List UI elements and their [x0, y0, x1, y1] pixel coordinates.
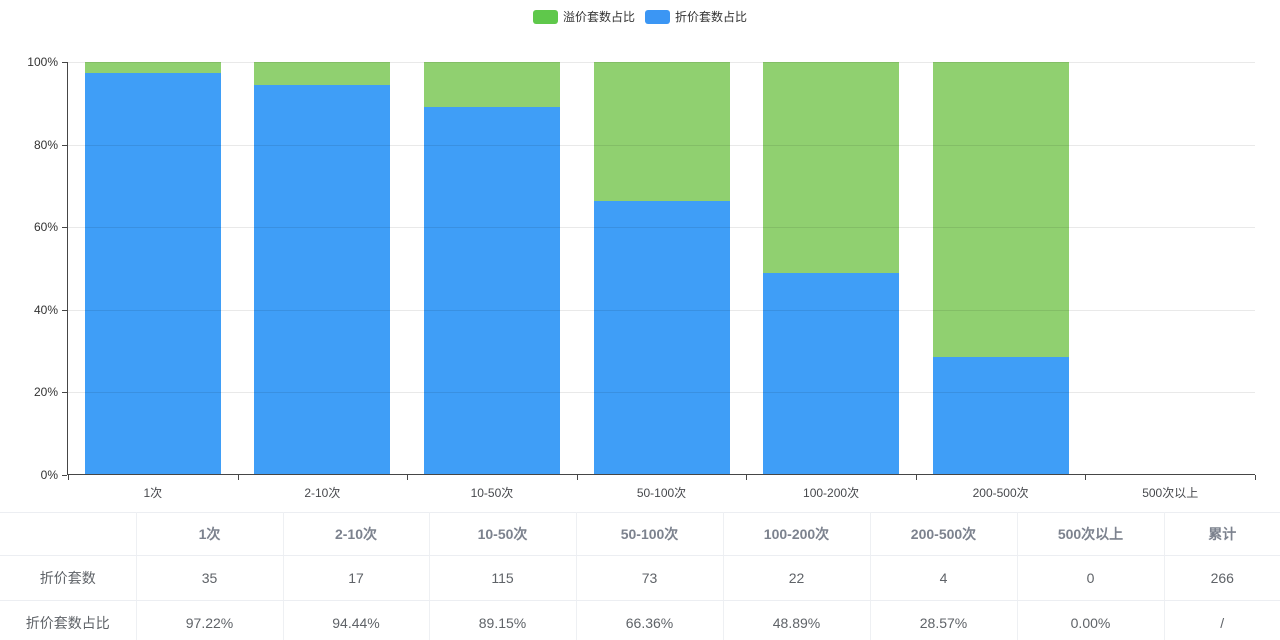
y-axis-tick	[62, 62, 67, 63]
gridline-40	[68, 309, 1255, 311]
y-axis-label: 60%	[33, 220, 58, 235]
table-row: 折价套数 35 17 115 73 22 4 0 266	[0, 555, 1280, 601]
bar-segment-premium-100-200次[interactable]	[763, 62, 900, 274]
y-axis-label: 20%	[33, 385, 58, 400]
table-row: 折价套数占比 97.22% 94.44% 89.15% 66.36% 48.89% 28.5…	[0, 600, 1280, 640]
y-axis-label: 80%	[33, 137, 58, 152]
chart-plot-area: 0% 20% 40% 60% 80% 100% 1次 2-10次 10-50次 50-100次 10…	[27, 56, 1256, 500]
table-row-label: 折价套数	[0, 555, 136, 601]
bar-segment-discount-100-200次[interactable]	[763, 273, 900, 475]
table-header-row: 1次 2-10次 10-50次 50-100次 100-200次 200-500次 500次…	[0, 512, 1280, 556]
bar-segment-premium-10-50次[interactable]	[423, 62, 560, 107]
table-cell: 22	[722, 555, 870, 601]
table-header-cell: 200-500次	[869, 512, 1017, 556]
y-axis-tick	[62, 392, 67, 394]
gridline-80	[68, 144, 1255, 146]
bar-segment-premium-50-100次[interactable]	[593, 62, 730, 201]
data-table: 1次 2-10次 10-50次 50-100次 100-200次 200-500次 500次…	[0, 512, 1280, 640]
table-cell: 4	[869, 555, 1017, 601]
table-cell: 66.36%	[575, 600, 723, 640]
y-axis-tick	[62, 144, 67, 146]
table-header-cell: 1次	[135, 512, 283, 556]
x-axis-label: 1次	[143, 486, 163, 500]
table-header-cell: 500次以上	[1016, 512, 1164, 556]
y-axis-line	[67, 62, 68, 475]
x-axis-tick	[1085, 475, 1087, 480]
y-axis-label: 100%	[27, 55, 58, 69]
table-corner-cell	[0, 512, 136, 556]
x-axis-label: 100-200次	[803, 486, 860, 500]
y-axis-tick	[62, 475, 67, 476]
x-axis-tick	[407, 475, 409, 480]
table-cell: 0.00%	[1016, 600, 1164, 640]
legend-label: 溢价套数占比	[562, 10, 635, 24]
table-cell: 0	[1016, 555, 1164, 601]
table-cell: 28.57%	[869, 600, 1017, 640]
table-row-label: 折价套数占比	[0, 600, 136, 640]
x-axis-tick	[1255, 475, 1256, 480]
table-cell: 17	[282, 555, 429, 601]
x-axis-tick	[576, 475, 578, 480]
bar-segment-discount-200-500次[interactable]	[932, 357, 1069, 475]
bar-segment-premium-200-500次[interactable]	[932, 62, 1069, 358]
table-cell: 48.89%	[722, 600, 870, 640]
bar-segment-premium-1次[interactable]	[84, 62, 221, 74]
table-cell: 97.22%	[135, 600, 283, 640]
x-axis-tick	[237, 475, 239, 480]
y-axis-tick	[62, 227, 67, 229]
y-axis-label: 0%	[40, 468, 58, 482]
table-header-cell: 50-100次	[575, 512, 723, 556]
y-axis-tick	[62, 309, 67, 311]
table-cell: 115	[428, 555, 576, 601]
bar-segment-discount-50-100次[interactable]	[593, 200, 730, 475]
legend-label: 折价套数占比	[675, 10, 748, 24]
x-axis-tick	[915, 475, 917, 480]
bar-segment-discount-10-50次[interactable]	[423, 106, 560, 475]
table-cell: 89.15%	[428, 600, 576, 640]
x-axis-line	[68, 474, 1255, 475]
bar-segment-premium-2-10次[interactable]	[254, 62, 391, 85]
table-cell: 35	[135, 555, 283, 601]
table-cell: 266	[1163, 555, 1280, 601]
table-header-cell: 100-200次	[722, 512, 870, 556]
bar-segment-discount-2-10次[interactable]	[254, 84, 391, 475]
y-axis-label: 40%	[33, 302, 58, 317]
chart-legend: 溢价套数占比 折价套数占比	[0, 8, 1280, 26]
x-axis-label: 2-10次	[304, 486, 341, 500]
table-cell: 94.44%	[282, 600, 429, 640]
x-axis-label: 200-500次	[972, 486, 1029, 500]
x-axis-label: 500次以上	[1142, 486, 1199, 500]
gridline-20	[68, 392, 1255, 394]
table-header-cell: 10-50次	[428, 512, 576, 556]
legend-swatch-icon	[645, 10, 670, 24]
legend-swatch-icon	[532, 10, 558, 24]
table-cell: /	[1163, 600, 1280, 640]
x-axis-label: 10-50次	[470, 486, 514, 500]
table-header-cell: 2-10次	[282, 512, 429, 556]
x-axis-tick	[68, 475, 69, 480]
table-header-cell: 累计	[1163, 512, 1280, 556]
gridline-60	[68, 227, 1255, 229]
stacked-bar-chart: 溢价套数占比 折价套数占比 0% 20% 40% 60% 80% 100% 1次 2-10次 10…	[0, 8, 1280, 500]
x-axis-tick	[746, 475, 748, 480]
gridline-100	[68, 62, 1255, 63]
bar-segment-discount-1次[interactable]	[84, 73, 221, 475]
table-cell: 73	[575, 555, 723, 601]
legend-item-premium[interactable]: 溢价套数占比	[532, 10, 635, 24]
x-axis-label: 50-100次	[636, 486, 687, 500]
legend-item-discount[interactable]: 折价套数占比	[645, 10, 747, 24]
